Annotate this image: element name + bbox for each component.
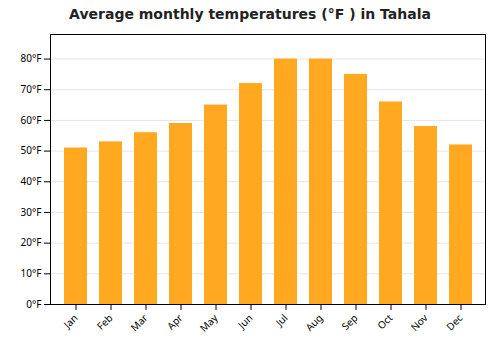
svg-text:Dec: Dec: [443, 311, 466, 334]
svg-text:Mar: Mar: [127, 311, 150, 334]
svg-text:Oct: Oct: [374, 311, 396, 333]
svg-text:40°F: 40°F: [21, 174, 42, 188]
svg-text:80°F: 80°F: [21, 51, 42, 65]
svg-text:Apr: Apr: [164, 311, 186, 333]
svg-text:Jun: Jun: [234, 311, 255, 332]
svg-text:30°F: 30°F: [21, 205, 42, 219]
svg-text:Aug: Aug: [302, 311, 325, 334]
svg-text:0°F: 0°F: [26, 297, 41, 311]
svg-text:Jul: Jul: [272, 311, 291, 330]
html-text:Average monthly temperatures (: Average monthly temperatures (°F ) in Ta…: [69, 6, 431, 22]
svg-text:Jan: Jan: [60, 311, 81, 332]
svg-text:Nov: Nov: [407, 310, 431, 334]
svg-text:Sep: Sep: [338, 311, 360, 333]
svg-text:20°F: 20°F: [21, 235, 42, 249]
svg-text:May: May: [196, 310, 221, 335]
svg-text:60°F: 60°F: [21, 113, 42, 127]
svg-text:70°F: 70°F: [21, 82, 42, 96]
svg-text:50°F: 50°F: [21, 143, 42, 157]
svg-text:Feb: Feb: [93, 311, 115, 333]
svg-text:10°F: 10°F: [21, 266, 42, 280]
